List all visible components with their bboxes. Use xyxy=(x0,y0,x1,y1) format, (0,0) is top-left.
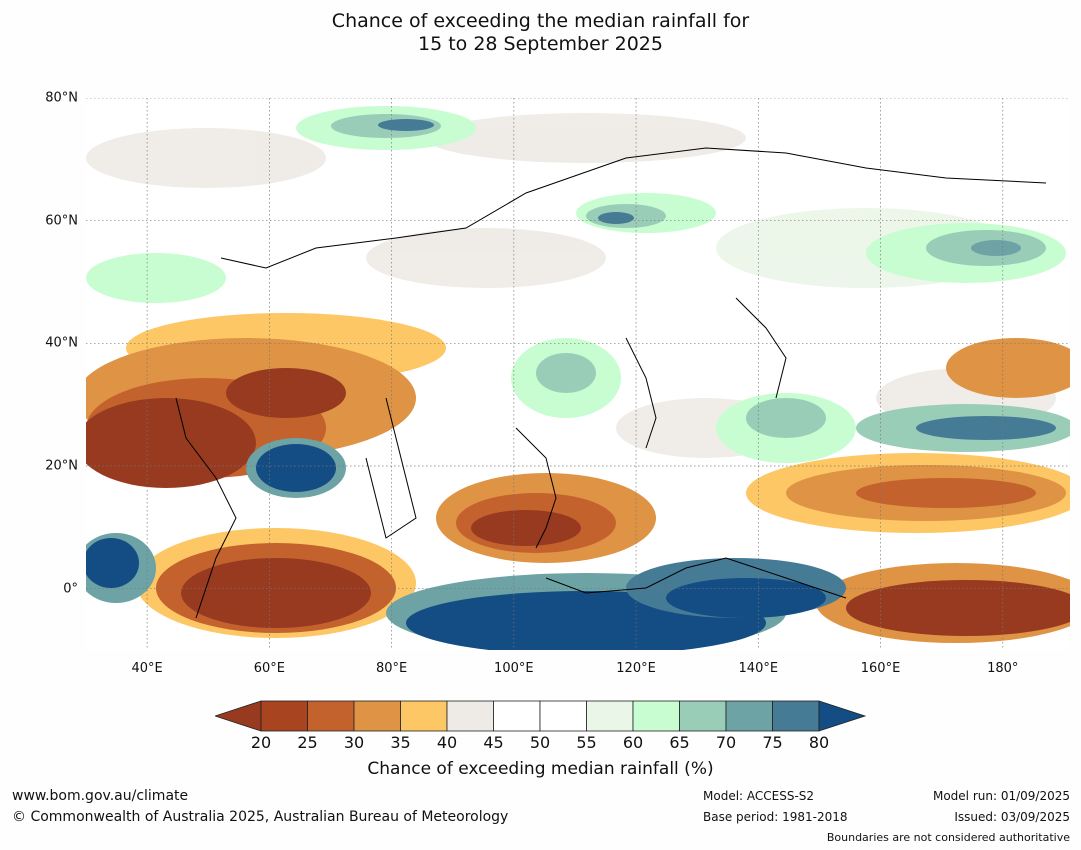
longitude-label: 160°E xyxy=(860,661,901,676)
latitude-label: 60°N xyxy=(45,213,78,229)
colorbar-segment xyxy=(679,700,727,732)
colorbar-segment xyxy=(446,700,494,732)
colorbar-high-extend xyxy=(818,700,867,732)
colorbar-segment xyxy=(539,700,587,732)
colorbar-tick-label: 55 xyxy=(576,733,597,752)
colorbar-segment xyxy=(725,700,773,732)
colorbar-tick-label: 70 xyxy=(715,733,737,752)
title-line-2: 15 to 28 September 2025 xyxy=(418,33,663,55)
colorbar-tick-label: 45 xyxy=(483,733,504,752)
colorbar-tick-label: 75 xyxy=(762,733,783,752)
colorbar-tick-label: 30 xyxy=(343,733,365,752)
chart-title: Chance of exceeding the median rainfall … xyxy=(0,10,1081,56)
longitude-label: 180° xyxy=(987,661,1019,676)
colorbar-segment xyxy=(307,700,355,732)
colorbar-tick-label: 20 xyxy=(250,733,272,752)
colorbar-tick-label: 40 xyxy=(436,733,458,752)
colorbar-ticks: 20 25 30 35 40 45 50 55 60 65 70 75 80 xyxy=(0,733,1081,753)
colorbar-tick-label: 25 xyxy=(297,733,318,752)
longitude-label: 100°E xyxy=(494,661,534,676)
base-period-text: Base period: 1981-2018 xyxy=(703,810,848,824)
colorbar-segment xyxy=(586,700,634,732)
longitude-label: 40°E xyxy=(131,661,163,676)
colorbar-segment xyxy=(493,700,541,732)
colorbar-segment xyxy=(632,700,680,732)
colorbar-label: Chance of exceeding median rainfall (%) xyxy=(367,759,714,779)
latitude-label: 0° xyxy=(63,581,78,597)
longitude-label: 140°E xyxy=(738,661,779,676)
rainfall-map[interactable] xyxy=(86,98,1070,650)
model-run-text: Model run: 01/09/2025 xyxy=(932,789,1070,803)
disclaimer-text: Boundaries are not considered authoritat… xyxy=(826,831,1070,844)
colorbar-segment xyxy=(353,700,401,732)
issued-text: Issued: 03/09/2025 xyxy=(954,810,1070,824)
longitude-label: 60°E xyxy=(253,661,285,676)
title-line-1: Chance of exceeding the median rainfall … xyxy=(331,10,750,32)
colorbar-tick-label: 50 xyxy=(529,733,551,752)
colorbar xyxy=(215,700,867,732)
colorbar-segment xyxy=(772,700,820,732)
copyright-text: © Commonwealth of Australia 2025, Austra… xyxy=(12,809,509,825)
latitude-label: 20°N xyxy=(45,458,78,474)
colorbar-tick-label: 35 xyxy=(390,733,411,752)
latitude-label: 80°N xyxy=(45,90,78,106)
latitude-label: 40°N xyxy=(45,335,78,351)
colorbar-segment xyxy=(260,700,308,732)
colorbar-segment xyxy=(400,700,448,732)
colorbar-low-extend xyxy=(215,700,262,732)
model-text: Model: ACCESS-S2 xyxy=(703,789,815,803)
longitude-label: 80°E xyxy=(375,661,408,676)
longitude-label: 120°E xyxy=(616,661,656,676)
bom-url-link[interactable]: www.bom.gov.au/climate xyxy=(12,788,189,804)
colorbar-tick-label: 65 xyxy=(669,733,690,752)
colorbar-tick-label: 80 xyxy=(808,733,830,752)
colorbar-tick-label: 60 xyxy=(622,733,644,752)
